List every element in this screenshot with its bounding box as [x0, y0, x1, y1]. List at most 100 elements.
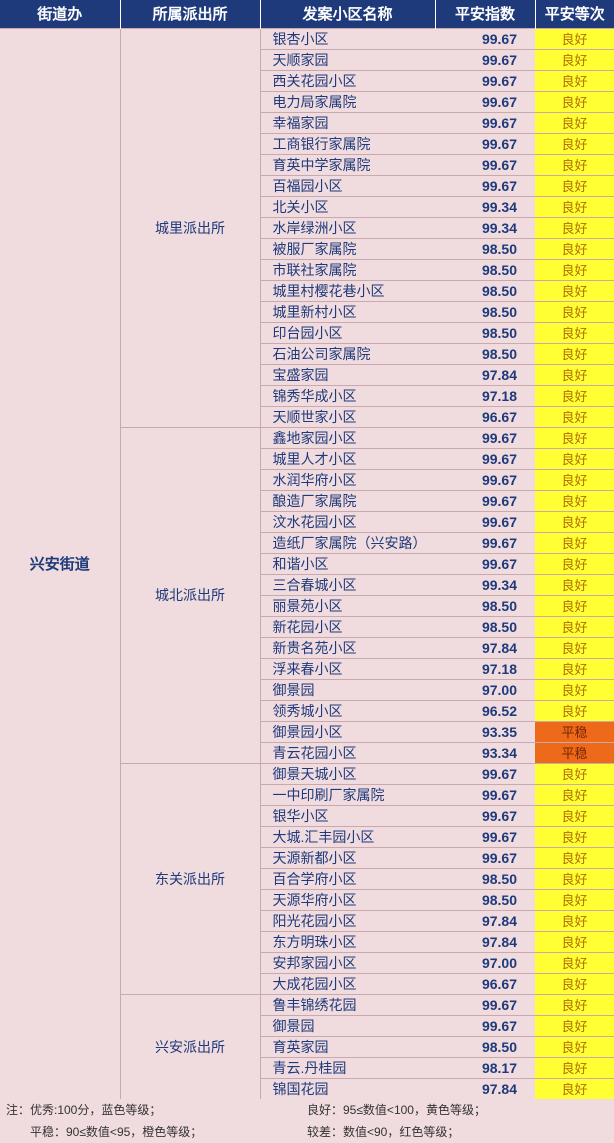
- level-cell: 良好: [535, 1036, 614, 1057]
- footer-right-2: 较差：数值<90，红色等级；: [307, 1123, 608, 1141]
- xiaoqu-cell: 电力局家属院: [260, 91, 435, 112]
- level-cell: 良好: [535, 364, 614, 385]
- xiaoqu-cell: 领秀城小区: [260, 700, 435, 721]
- xiaoqu-cell: 新花园小区: [260, 616, 435, 637]
- level-cell: 良好: [535, 553, 614, 574]
- level-cell: 良好: [535, 805, 614, 826]
- index-cell: 98.50: [435, 889, 535, 910]
- level-cell: 良好: [535, 238, 614, 259]
- xiaoqu-cell: 城里新村小区: [260, 301, 435, 322]
- footer-right-1: 良好：95≤数值<100，黄色等级；: [307, 1101, 608, 1119]
- level-cell: 良好: [535, 700, 614, 721]
- index-cell: 97.18: [435, 385, 535, 406]
- index-cell: 99.67: [435, 28, 535, 49]
- xiaoqu-cell: 西关花园小区: [260, 70, 435, 91]
- index-cell: 99.67: [435, 91, 535, 112]
- level-cell: 良好: [535, 826, 614, 847]
- level-cell: 良好: [535, 448, 614, 469]
- xiaoqu-cell: 青云花园小区: [260, 742, 435, 763]
- xiaoqu-cell: 天源华府小区: [260, 889, 435, 910]
- index-cell: 93.34: [435, 742, 535, 763]
- index-cell: 98.50: [435, 259, 535, 280]
- index-cell: 99.67: [435, 154, 535, 175]
- xiaoqu-cell: 银杏小区: [260, 28, 435, 49]
- level-cell: 良好: [535, 301, 614, 322]
- xiaoqu-cell: 大城.汇丰园小区: [260, 826, 435, 847]
- level-cell: 良好: [535, 133, 614, 154]
- index-cell: 98.50: [435, 616, 535, 637]
- level-cell: 良好: [535, 763, 614, 784]
- index-cell: 97.84: [435, 1078, 535, 1099]
- level-cell: 良好: [535, 469, 614, 490]
- paichusuo-cell: 城里派出所: [120, 28, 260, 427]
- index-cell: 99.67: [435, 1015, 535, 1036]
- xiaoqu-cell: 造纸厂家属院（兴安路）: [260, 532, 435, 553]
- level-cell: 良好: [535, 679, 614, 700]
- xiaoqu-cell: 水岸绿洲小区: [260, 217, 435, 238]
- index-cell: 99.67: [435, 553, 535, 574]
- index-cell: 98.50: [435, 238, 535, 259]
- index-cell: 98.50: [435, 595, 535, 616]
- xiaoqu-cell: 市联社家属院: [260, 259, 435, 280]
- header-jiedao: 街道办: [0, 0, 120, 28]
- level-cell: 平稳: [535, 742, 614, 763]
- xiaoqu-cell: 百福园小区: [260, 175, 435, 196]
- xiaoqu-cell: 天顺世家小区: [260, 406, 435, 427]
- index-cell: 99.34: [435, 196, 535, 217]
- index-cell: 97.00: [435, 679, 535, 700]
- xiaoqu-cell: 天顺家园: [260, 49, 435, 70]
- xiaoqu-cell: 阳光花园小区: [260, 910, 435, 931]
- xiaoqu-cell: 百合学府小区: [260, 868, 435, 889]
- level-cell: 良好: [535, 994, 614, 1015]
- level-cell: 良好: [535, 70, 614, 91]
- level-cell: 良好: [535, 1057, 614, 1078]
- index-cell: 99.67: [435, 994, 535, 1015]
- level-cell: 良好: [535, 175, 614, 196]
- index-cell: 99.67: [435, 847, 535, 868]
- level-cell: 良好: [535, 616, 614, 637]
- xiaoqu-cell: 酿造厂家属院: [260, 490, 435, 511]
- index-cell: 99.67: [435, 511, 535, 532]
- xiaoqu-cell: 水润华府小区: [260, 469, 435, 490]
- index-cell: 96.67: [435, 973, 535, 994]
- index-cell: 99.67: [435, 427, 535, 448]
- xiaoqu-cell: 北关小区: [260, 196, 435, 217]
- level-cell: 良好: [535, 784, 614, 805]
- paichusuo-cell: 城北派出所: [120, 427, 260, 763]
- level-cell: 平稳: [535, 721, 614, 742]
- level-cell: 良好: [535, 1078, 614, 1099]
- table-row: 兴安街道城里派出所银杏小区99.67良好: [0, 28, 614, 49]
- index-cell: 97.84: [435, 910, 535, 931]
- index-cell: 96.67: [435, 406, 535, 427]
- xiaoqu-cell: 锦秀华成小区: [260, 385, 435, 406]
- level-cell: 良好: [535, 1015, 614, 1036]
- xiaoqu-cell: 浮来春小区: [260, 658, 435, 679]
- level-cell: 良好: [535, 217, 614, 238]
- index-cell: 99.67: [435, 805, 535, 826]
- xiaoqu-cell: 被服厂家属院: [260, 238, 435, 259]
- xiaoqu-cell: 东方明珠小区: [260, 931, 435, 952]
- xiaoqu-cell: 宝盛家园: [260, 364, 435, 385]
- xiaoqu-cell: 御景园小区: [260, 721, 435, 742]
- header-level: 平安等次: [535, 0, 614, 28]
- level-cell: 良好: [535, 952, 614, 973]
- index-cell: 99.67: [435, 763, 535, 784]
- index-cell: 99.34: [435, 217, 535, 238]
- index-cell: 99.67: [435, 490, 535, 511]
- index-cell: 99.67: [435, 532, 535, 553]
- index-cell: 97.00: [435, 952, 535, 973]
- level-cell: 良好: [535, 847, 614, 868]
- footer-left-2: 平稳：90≤数值<95，橙色等级；: [6, 1123, 307, 1141]
- xiaoqu-cell: 御景园: [260, 1015, 435, 1036]
- header-paichusuo: 所属派出所: [120, 0, 260, 28]
- xiaoqu-cell: 锦国花园: [260, 1078, 435, 1099]
- level-cell: 良好: [535, 889, 614, 910]
- xiaoqu-cell: 新贵名苑小区: [260, 637, 435, 658]
- level-cell: 良好: [535, 427, 614, 448]
- xiaoqu-cell: 安邦家园小区: [260, 952, 435, 973]
- index-cell: 99.67: [435, 175, 535, 196]
- level-cell: 良好: [535, 322, 614, 343]
- safety-index-table: 街道办 所属派出所 发案小区名称 平安指数 平安等次 兴安街道城里派出所银杏小区…: [0, 0, 614, 1099]
- level-cell: 良好: [535, 49, 614, 70]
- level-cell: 良好: [535, 637, 614, 658]
